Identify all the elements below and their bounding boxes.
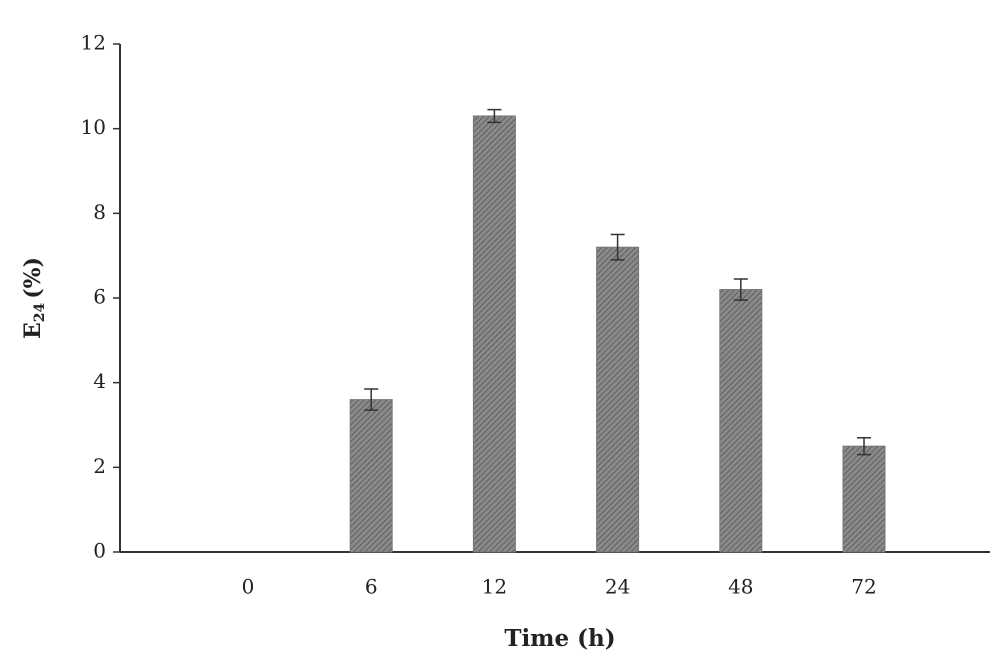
- bar: [596, 246, 640, 553]
- x-tick-label: 24: [605, 575, 630, 599]
- y-tick-label: 12: [81, 31, 106, 55]
- y-tick-label: 6: [93, 285, 106, 309]
- y-axis-label-main: E: [20, 322, 46, 339]
- x-tick-label: 72: [851, 575, 876, 599]
- error-bar: [857, 436, 871, 456]
- y-axis-label: E24 (%): [20, 257, 48, 339]
- y-tick-label: 8: [93, 200, 106, 224]
- error-bar: [364, 388, 379, 411]
- y-axis-label-unit: (%): [20, 257, 46, 299]
- y-tick-label: 0: [93, 539, 106, 563]
- error-bar: [610, 233, 625, 261]
- bar: [719, 289, 763, 553]
- x-axis-label: Time (h): [504, 625, 615, 652]
- x-tick-label: 6: [365, 575, 378, 599]
- y-tick-label: 10: [81, 115, 106, 139]
- y-tick-label: 2: [93, 454, 106, 478]
- y-axis-label-sub: 24: [32, 302, 48, 322]
- bar: [842, 445, 886, 553]
- error-bar: [733, 278, 748, 301]
- x-tick-label: 0: [242, 575, 255, 599]
- error-bar: [487, 108, 502, 124]
- x-tick-label: 12: [482, 575, 507, 599]
- y-tick-label: 4: [93, 369, 106, 393]
- bar: [472, 115, 516, 553]
- x-tick-label: 48: [728, 575, 753, 599]
- bar: [349, 399, 393, 553]
